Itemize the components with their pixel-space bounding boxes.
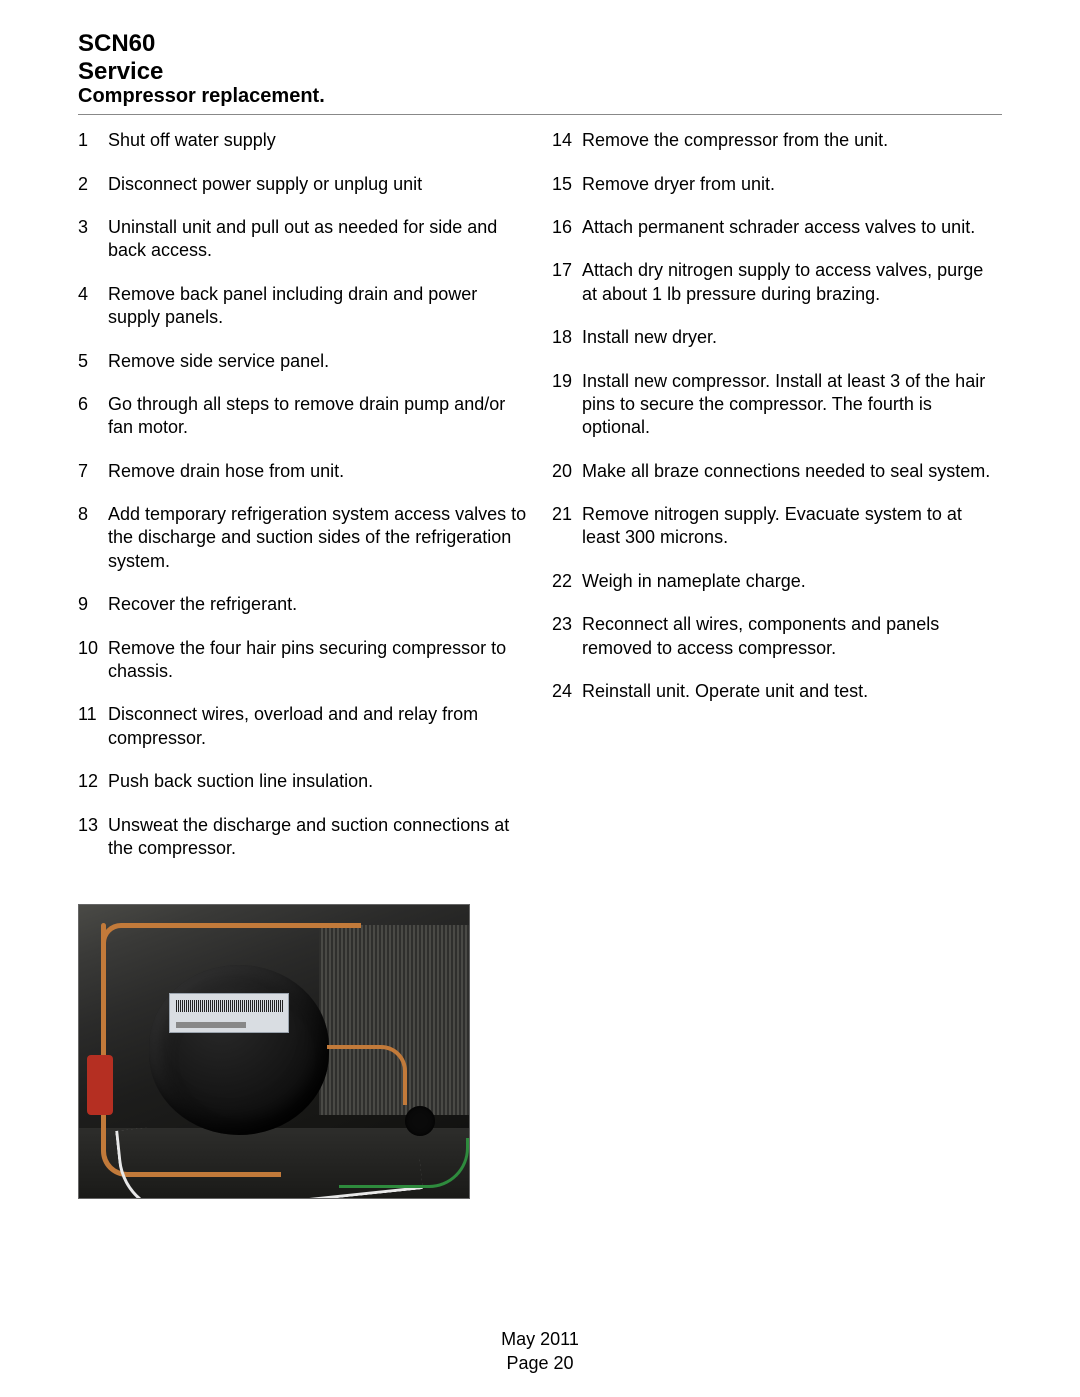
- step-text: Weigh in nameplate charge.: [582, 570, 1002, 593]
- step-text: Remove side service panel.: [108, 350, 528, 373]
- step-item: 12Push back suction line insulation.: [78, 770, 528, 793]
- step-number: 22: [552, 570, 582, 593]
- step-item: 7Remove drain hose from unit.: [78, 460, 528, 483]
- step-text: Unsweat the discharge and suction connec…: [108, 814, 528, 861]
- step-item: 18Install new dryer.: [552, 326, 1002, 349]
- step-number: 5: [78, 350, 108, 373]
- step-item: 9Recover the refrigerant.: [78, 593, 528, 616]
- step-text: Go through all steps to remove drain pum…: [108, 393, 528, 440]
- step-item: 21Remove nitrogen supply. Evacuate syste…: [552, 503, 1002, 550]
- step-text: Disconnect power supply or unplug unit: [108, 173, 528, 196]
- step-item: 6Go through all steps to remove drain pu…: [78, 393, 528, 440]
- step-item: 24Reinstall unit. Operate unit and test.: [552, 680, 1002, 703]
- step-number: 17: [552, 259, 582, 282]
- step-text: Remove drain hose from unit.: [108, 460, 528, 483]
- step-number: 23: [552, 613, 582, 636]
- step-text: Disconnect wires, overload and and relay…: [108, 703, 528, 750]
- step-number: 16: [552, 216, 582, 239]
- step-item: 22Weigh in nameplate charge.: [552, 570, 1002, 593]
- step-text: Install new dryer.: [582, 326, 1002, 349]
- step-number: 19: [552, 370, 582, 393]
- step-item: 11Disconnect wires, overload and and rel…: [78, 703, 528, 750]
- copper-pipe: [101, 923, 361, 949]
- compressor-photo: [78, 904, 470, 1199]
- step-text: Recover the refrigerant.: [108, 593, 528, 616]
- step-item: 3Uninstall unit and pull out as needed f…: [78, 216, 528, 263]
- page-header: SCN60 Service Compressor replacement.: [78, 30, 1002, 110]
- step-item: 15Remove dryer from unit.: [552, 173, 1002, 196]
- step-item: 5Remove side service panel.: [78, 350, 528, 373]
- step-number: 4: [78, 283, 108, 306]
- step-number: 12: [78, 770, 108, 793]
- step-text: Install new compressor. Install at least…: [582, 370, 1002, 440]
- step-number: 2: [78, 173, 108, 196]
- step-number: 13: [78, 814, 108, 837]
- green-wire: [339, 1138, 469, 1188]
- copper-pipe: [327, 1045, 407, 1105]
- step-text: Reconnect all wires, components and pane…: [582, 613, 1002, 660]
- footer-page: Page 20: [0, 1352, 1080, 1375]
- step-item: 23Reconnect all wires, components and pa…: [552, 613, 1002, 660]
- step-text: Add temporary refrigeration system acces…: [108, 503, 528, 573]
- footer-date: May 2011: [0, 1328, 1080, 1351]
- barcode-label: [169, 993, 289, 1033]
- step-text: Attach permanent schrader access valves …: [582, 216, 1002, 239]
- header-rule: [78, 114, 1002, 115]
- steps-columns: 1Shut off water supply2Disconnect power …: [78, 129, 1002, 880]
- step-text: Remove back panel including drain and po…: [108, 283, 528, 330]
- step-item: 14Remove the compressor from the unit.: [552, 129, 1002, 152]
- step-number: 24: [552, 680, 582, 703]
- step-text: Reinstall unit. Operate unit and test.: [582, 680, 1002, 703]
- service-label: Service: [78, 58, 1002, 86]
- section-title: Compressor replacement.: [78, 85, 1002, 110]
- step-item: 19Install new compressor. Install at lea…: [552, 370, 1002, 440]
- compressor-photo-wrap: [78, 904, 1002, 1199]
- step-number: 3: [78, 216, 108, 239]
- steps-column-right: 14Remove the compressor from the unit.15…: [552, 129, 1002, 880]
- step-text: Remove dryer from unit.: [582, 173, 1002, 196]
- step-number: 18: [552, 326, 582, 349]
- step-text: Remove the four hair pins securing compr…: [108, 637, 528, 684]
- step-number: 20: [552, 460, 582, 483]
- step-item: 2Disconnect power supply or unplug unit: [78, 173, 528, 196]
- page-footer: May 2011 Page 20: [0, 1328, 1080, 1375]
- step-number: 1: [78, 129, 108, 152]
- step-number: 14: [552, 129, 582, 152]
- step-item: 13Unsweat the discharge and suction conn…: [78, 814, 528, 861]
- step-number: 6: [78, 393, 108, 416]
- step-item: 4Remove back panel including drain and p…: [78, 283, 528, 330]
- step-number: 11: [78, 703, 108, 726]
- step-item: 10Remove the four hair pins securing com…: [78, 637, 528, 684]
- step-item: 17Attach dry nitrogen supply to access v…: [552, 259, 1002, 306]
- step-number: 9: [78, 593, 108, 616]
- step-text: Uninstall unit and pull out as needed fo…: [108, 216, 528, 263]
- step-number: 21: [552, 503, 582, 526]
- steps-column-left: 1Shut off water supply2Disconnect power …: [78, 129, 528, 880]
- step-item: 20Make all braze connections needed to s…: [552, 460, 1002, 483]
- step-text: Push back suction line insulation.: [108, 770, 528, 793]
- step-number: 15: [552, 173, 582, 196]
- step-text: Remove the compressor from the unit.: [582, 129, 1002, 152]
- model-number: SCN60: [78, 30, 1002, 58]
- step-text: Attach dry nitrogen supply to access val…: [582, 259, 1002, 306]
- step-item: 16Attach permanent schrader access valve…: [552, 216, 1002, 239]
- compressor-body: [149, 965, 329, 1135]
- step-item: 1Shut off water supply: [78, 129, 528, 152]
- red-capacitor: [87, 1055, 113, 1115]
- step-text: Shut off water supply: [108, 129, 528, 152]
- step-number: 10: [78, 637, 108, 660]
- step-text: Remove nitrogen supply. Evacuate system …: [582, 503, 1002, 550]
- step-text: Make all braze connections needed to sea…: [582, 460, 1002, 483]
- step-number: 7: [78, 460, 108, 483]
- step-number: 8: [78, 503, 108, 526]
- step-item: 8Add temporary refrigeration system acce…: [78, 503, 528, 573]
